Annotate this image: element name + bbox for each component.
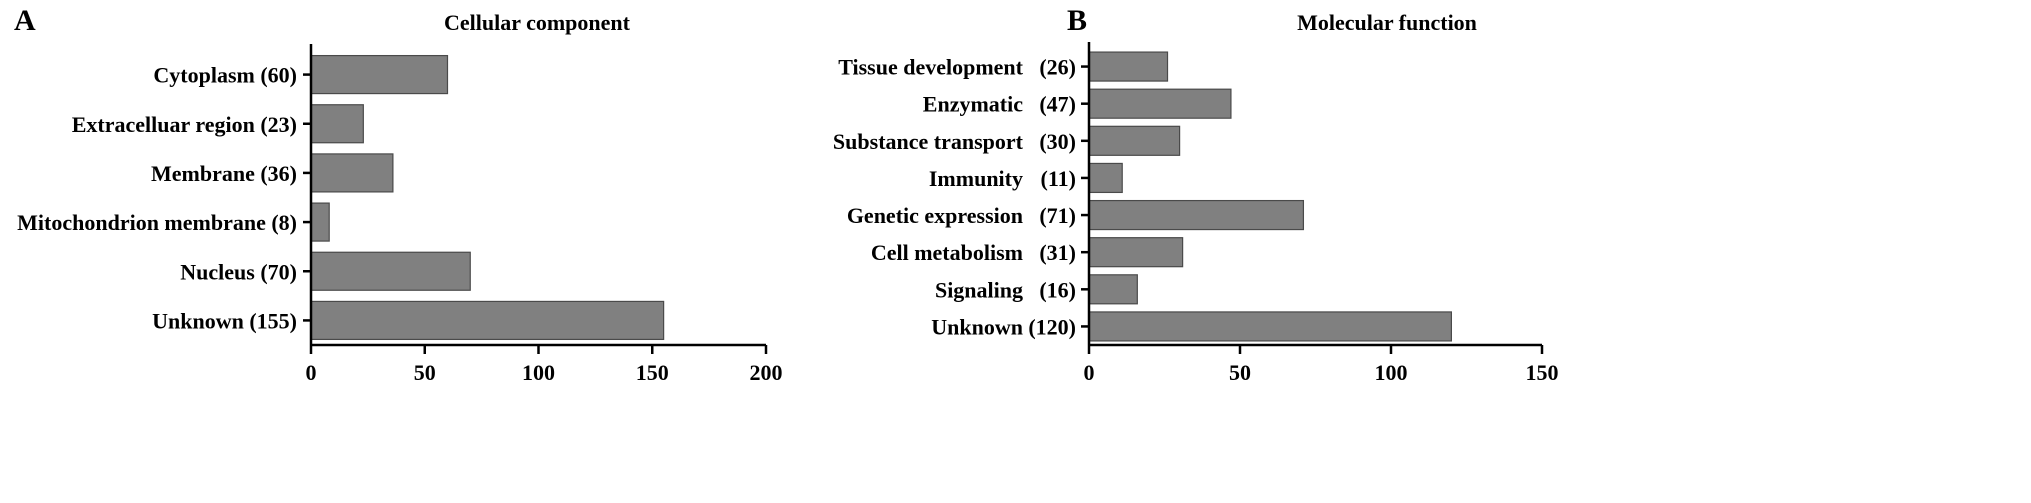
category-count-b-5: (31)	[1039, 240, 1076, 265]
category-count-b-3: (11)	[1041, 166, 1076, 191]
x-axis-ticks-b: 0 50 100 150	[1084, 345, 1559, 385]
panel-letter-a: A	[14, 4, 36, 37]
category-name-b-1: Enzymatic	[923, 92, 1023, 117]
x-tick-label-a-2: 100	[522, 360, 555, 385]
bar-a-0	[310, 54, 449, 95]
category-name-b-0: Tissue development	[838, 55, 1023, 80]
category-label-a-3: Mitochondrion membrane (8)	[17, 210, 297, 235]
category-name-b-3: Immunity	[929, 166, 1023, 191]
bars-a	[310, 54, 665, 341]
x-tick-label-b-2: 100	[1375, 360, 1408, 385]
category-count-b-4: (71)	[1039, 203, 1076, 228]
bar-b-5	[1088, 237, 1184, 268]
bar-b-0	[1088, 51, 1169, 82]
bar-b-6	[1088, 274, 1138, 305]
category-count-b-1: (47)	[1039, 92, 1076, 117]
chart-title-b: Molecular function	[1297, 10, 1477, 35]
x-tick-label-b-1: 50	[1229, 360, 1251, 385]
category-label-a-1: Extracelluar region (23)	[72, 112, 297, 137]
category-count-b-6: (16)	[1039, 277, 1076, 302]
x-tick-label-a-3: 150	[636, 360, 669, 385]
category-name-b-6: Signaling	[935, 277, 1023, 302]
category-name-b-7: Unknown	[931, 314, 1023, 339]
category-count-b-7: (120)	[1028, 314, 1076, 339]
category-name-b-5: Cell metabolism	[871, 240, 1023, 265]
x-tick-label-b-0: 0	[1084, 360, 1095, 385]
category-name-b-2: Substance transport	[833, 129, 1024, 154]
x-tick-label-a-0: 0	[306, 360, 317, 385]
category-name-b-4: Genetic expression	[847, 203, 1023, 228]
x-tick-label-b-3: 150	[1526, 360, 1559, 385]
category-count-b-2: (30)	[1039, 129, 1076, 154]
category-labels-a: Cytoplasm (60) Extracelluar region (23) Me…	[17, 63, 311, 333]
panel-letter-b: B	[1067, 4, 1087, 37]
bars-b	[1088, 51, 1452, 342]
bar-b-4	[1088, 199, 1305, 231]
category-label-a-5: Unknown (155)	[152, 308, 297, 333]
category-count-b-0: (26)	[1039, 55, 1076, 80]
panel-a: A Cellular component Cytoplasm (60) Extra…	[14, 4, 783, 385]
bar-a-3	[310, 202, 330, 242]
category-label-a-0: Cytoplasm (60)	[153, 63, 297, 88]
bar-b-3	[1088, 162, 1123, 194]
bar-b-2	[1088, 125, 1181, 156]
category-label-a-4: Nucleus (70)	[180, 259, 297, 284]
bar-a-1	[310, 104, 364, 144]
x-tick-label-a-1: 50	[414, 360, 436, 385]
bar-b-1	[1088, 88, 1232, 119]
category-labels-b: Tissue development (26) Enzymatic (47) Subst…	[833, 55, 1089, 339]
bar-a-4	[310, 251, 471, 291]
bar-a-5	[310, 300, 665, 341]
x-axis-ticks-a: 0 50 100 150 200	[306, 345, 783, 385]
x-tick-label-a-4: 200	[750, 360, 783, 385]
bar-a-2	[310, 153, 394, 193]
bar-b-7	[1088, 311, 1452, 342]
category-label-a-2: Membrane (36)	[151, 161, 297, 186]
chart-title-a: Cellular component	[444, 10, 631, 35]
panel-b: B Molecular function Tissue development (…	[833, 4, 1559, 385]
